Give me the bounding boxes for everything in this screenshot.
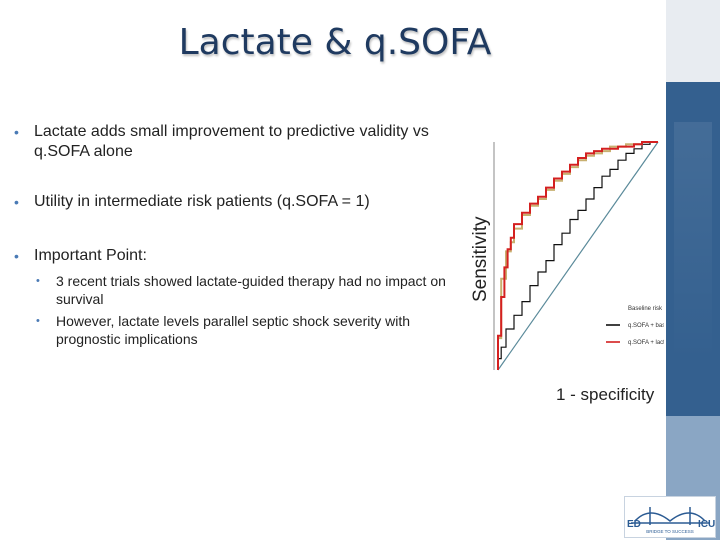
roc-chart-svg: Sensitivity 1 - specificity Baseline ris… (468, 128, 664, 414)
bullet-dot-icon: • (14, 248, 19, 264)
side-decoration (666, 0, 720, 540)
series-line-1 (497, 141, 658, 370)
slide-title: Lactate & q.SOFA (178, 22, 492, 63)
side-panel-top (666, 0, 720, 82)
x-axis-label: 1 - specificity (556, 385, 655, 404)
series-line-0 (497, 141, 659, 371)
bullet-3-text: Important Point: (34, 247, 147, 264)
logo-left: ED (627, 519, 641, 530)
bullet-2: • Utility in intermediate risk patients … (14, 192, 454, 212)
sub-bullet-2: • However, lactate levels parallel septi… (14, 312, 454, 348)
sub-bullet-dot-icon: • (36, 315, 40, 327)
series-line-2 (497, 141, 658, 370)
sub-bullet-1: • 3 recent trials showed lactate-guided … (14, 272, 454, 308)
edicu-logo: ED ICU BRIDGE TO SUCCESS (624, 496, 716, 538)
y-axis-label: Sensitivity (470, 216, 491, 302)
logo-right: ICU (698, 519, 715, 530)
legend-entry-2: q.SOFA + lactate ≥2.0 + baseline (628, 340, 664, 346)
legend-entry-1: q.SOFA + baseline (628, 323, 664, 329)
bullet-1: • Lactate adds small improvement to pred… (14, 122, 454, 162)
bullet-list: • Lactate adds small improvement to pred… (14, 122, 454, 348)
sub-bullet-1-text: 3 recent trials showed lactate-guided th… (56, 273, 446, 307)
bullet-dot-icon: • (14, 194, 19, 210)
roc-chart: Sensitivity 1 - specificity Baseline ris… (468, 128, 664, 414)
bridge-logo-icon: ED ICU BRIDGE TO SUCCESS (627, 507, 715, 534)
bullet-1-text: Lactate adds small improvement to predic… (34, 123, 429, 160)
logo-center: BRIDGE TO SUCCESS (646, 529, 694, 534)
side-panel-middle (666, 82, 720, 416)
legend-entry-0: Baseline risk (628, 306, 663, 312)
bullet-2-text: Utility in intermediate risk patients (q… (34, 193, 370, 210)
sub-bullet-2-text: However, lactate levels parallel septic … (56, 313, 411, 347)
sub-bullet-dot-icon: • (36, 275, 40, 287)
legend: Baseline risk q.SOFA + baseline q.SOFA + l… (606, 306, 664, 346)
bullet-3: • Important Point: (14, 246, 454, 266)
bullet-dot-icon: • (14, 124, 19, 140)
